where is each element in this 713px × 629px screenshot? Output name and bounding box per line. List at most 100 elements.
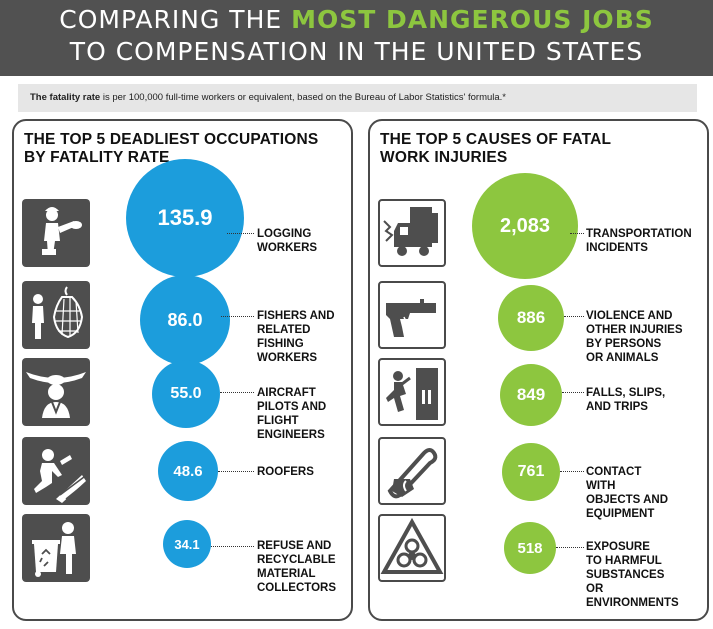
label-line: WORKERS — [257, 352, 318, 364]
cause-label: TRANSPORTATION INCIDENTS — [586, 227, 692, 255]
bubble-value: 518 — [517, 539, 543, 557]
list-item: 518 EXPOSURE TO HARMFUL SUBSTANCES OR EN… — [370, 514, 707, 609]
list-item: 2,083 TRANSPORTATION INCIDENTS — [370, 173, 707, 279]
label-line: RELATED — [257, 324, 311, 336]
label-line: OR ANIMALS — [586, 352, 659, 364]
roofer-icon — [22, 437, 90, 505]
injury-count-bubble: 2,083 — [472, 173, 578, 279]
label-line: ROOFERS — [257, 466, 314, 478]
fatality-rate-bubble: 55.0 — [152, 360, 220, 428]
list-item: 761 CONTACT WITH OBJECTS AND EQUIPMENT — [370, 437, 707, 520]
leader-line — [564, 316, 584, 317]
falling-person-icon — [378, 358, 446, 426]
handgun-icon — [378, 281, 446, 349]
label-line: RECYCLABLE — [257, 554, 336, 566]
injury-count-bubble: 761 — [502, 443, 560, 501]
panel-title-line2: BY FATALITY RATE — [24, 149, 170, 166]
label-line: AIRCRAFT — [257, 387, 316, 399]
fatality-rate-bubble: 86.0 — [140, 275, 230, 365]
title-highlight: MOST DANGEROUS JOBS — [291, 5, 654, 34]
bubble-value: 761 — [517, 463, 545, 480]
label-line: ENVIRONMENTS — [586, 597, 679, 609]
label-line: FLIGHT — [257, 415, 299, 427]
cause-label: EXPOSURE TO HARMFUL SUBSTANCES OR ENVIRO… — [586, 540, 679, 610]
leader-line — [227, 233, 254, 234]
label-line: CONTACT — [586, 466, 642, 478]
leader-line — [570, 233, 584, 234]
leader-line — [211, 546, 254, 547]
fatal-injury-causes-panel: THE TOP 5 CAUSES OF FATAL WORK INJURIES … — [368, 119, 709, 621]
list-item: 849 FALLS, SLIPS, AND TRIPS — [370, 358, 707, 436]
title-prefix: COMPARING THE — [59, 5, 292, 34]
fisher-icon — [22, 281, 90, 349]
injury-count-bubble: 886 — [498, 285, 564, 351]
label-line: WORKERS — [257, 242, 318, 254]
fatality-rate-bubble: 48.6 — [158, 441, 218, 501]
label-line: ENGINEERS — [257, 429, 325, 441]
label-line: OR — [586, 583, 604, 595]
list-item: 135.9 LOGGING WORKERS — [14, 159, 351, 277]
leader-line — [560, 471, 584, 472]
label-line: VIOLENCE AND — [586, 310, 673, 322]
biohazard-icon — [378, 514, 446, 582]
pilot-icon — [22, 358, 90, 426]
label-line: INCIDENTS — [586, 242, 648, 254]
label-line: COLLECTORS — [257, 582, 337, 594]
label-line: FISHING — [257, 338, 304, 350]
panel-title-line1: THE TOP 5 DEADLIEST OCCUPATIONS — [24, 131, 319, 148]
label-line: MATERIAL — [257, 568, 316, 580]
label-line: LOGGING — [257, 228, 312, 240]
label-line: SUBSTANCES — [586, 569, 665, 581]
label-line: EQUIPMENT — [586, 508, 655, 520]
header-banner: COMPARING THE MOST DANGEROUS JOBS TO COM… — [0, 0, 713, 76]
fatality-rate-bubble: 34.1 — [163, 520, 211, 568]
list-item: 86.0 FISHERS AND RELATED FISHING WORKERS — [14, 275, 351, 365]
chainsaw-icon — [378, 437, 446, 505]
panel-title: THE TOP 5 CAUSES OF FATAL WORK INJURIES — [380, 131, 611, 167]
injury-count-bubble: 518 — [504, 522, 556, 574]
occupation-label: LOGGING WORKERS — [257, 227, 317, 255]
page-title-line2: TO COMPENSATION IN THE UNITED STATES — [69, 37, 644, 66]
cause-label: FALLS, SLIPS, AND TRIPS — [586, 386, 665, 414]
panel-title-line1: THE TOP 5 CAUSES OF FATAL — [380, 131, 612, 148]
list-item: 55.0 AIRCRAFT PILOTS AND FLIGHT ENGINEER… — [14, 358, 351, 441]
occupation-label: ROOFERS — [257, 465, 314, 479]
leader-line — [220, 392, 254, 393]
leader-line — [221, 316, 254, 317]
label-line: REFUSE AND — [257, 540, 332, 552]
label-line: WITH — [586, 480, 616, 492]
list-item: 48.6 ROOFERS — [14, 437, 351, 515]
bubble-value: 135.9 — [157, 205, 213, 230]
label-line: FALLS, SLIPS, — [586, 387, 666, 399]
bubble-value: 849 — [516, 385, 546, 404]
label-line: BY PERSONS — [586, 338, 662, 350]
bubble-value: 34.1 — [174, 536, 200, 552]
logging-worker-icon — [22, 199, 90, 267]
label-line: TRANSPORTATION — [586, 228, 692, 240]
label-line: FISHERS AND — [257, 310, 335, 322]
leader-line — [562, 392, 584, 393]
label-line: PILOTS AND — [257, 401, 327, 413]
label-line: OTHER INJURIES — [586, 324, 683, 336]
truck-crash-icon — [378, 199, 446, 267]
injury-count-bubble: 849 — [500, 364, 562, 426]
occupation-label: FISHERS AND RELATED FISHING WORKERS — [257, 309, 335, 365]
page-title-line1: COMPARING THE MOST DANGEROUS JOBS — [0, 5, 713, 35]
occupation-label: AIRCRAFT PILOTS AND FLIGHT ENGINEERS — [257, 386, 326, 442]
leader-line — [218, 471, 254, 472]
cause-label: CONTACT WITH OBJECTS AND EQUIPMENT — [586, 465, 668, 521]
occupation-label: REFUSE AND RECYCLABLE MATERIAL COLLECTOR… — [257, 539, 336, 595]
refuse-collector-icon — [22, 514, 90, 582]
bubble-value: 48.6 — [173, 462, 203, 480]
label-line: OBJECTS AND — [586, 494, 668, 506]
bubble-value: 886 — [516, 308, 546, 327]
bubble-value: 55.0 — [170, 385, 202, 402]
list-item: 34.1 REFUSE AND RECYCLABLE MATERIAL COLL… — [14, 514, 351, 595]
panel-title-line2: WORK INJURIES — [380, 149, 508, 166]
list-item: 886 VIOLENCE AND OTHER INJURIES BY PERSO… — [370, 281, 707, 364]
bubble-value: 86.0 — [167, 309, 203, 330]
note-bold: The fatality rate — [30, 92, 101, 103]
leader-line — [556, 547, 584, 548]
fatality-rate-bubble: 135.9 — [126, 159, 244, 277]
label-line: TO HARMFUL — [586, 555, 662, 567]
